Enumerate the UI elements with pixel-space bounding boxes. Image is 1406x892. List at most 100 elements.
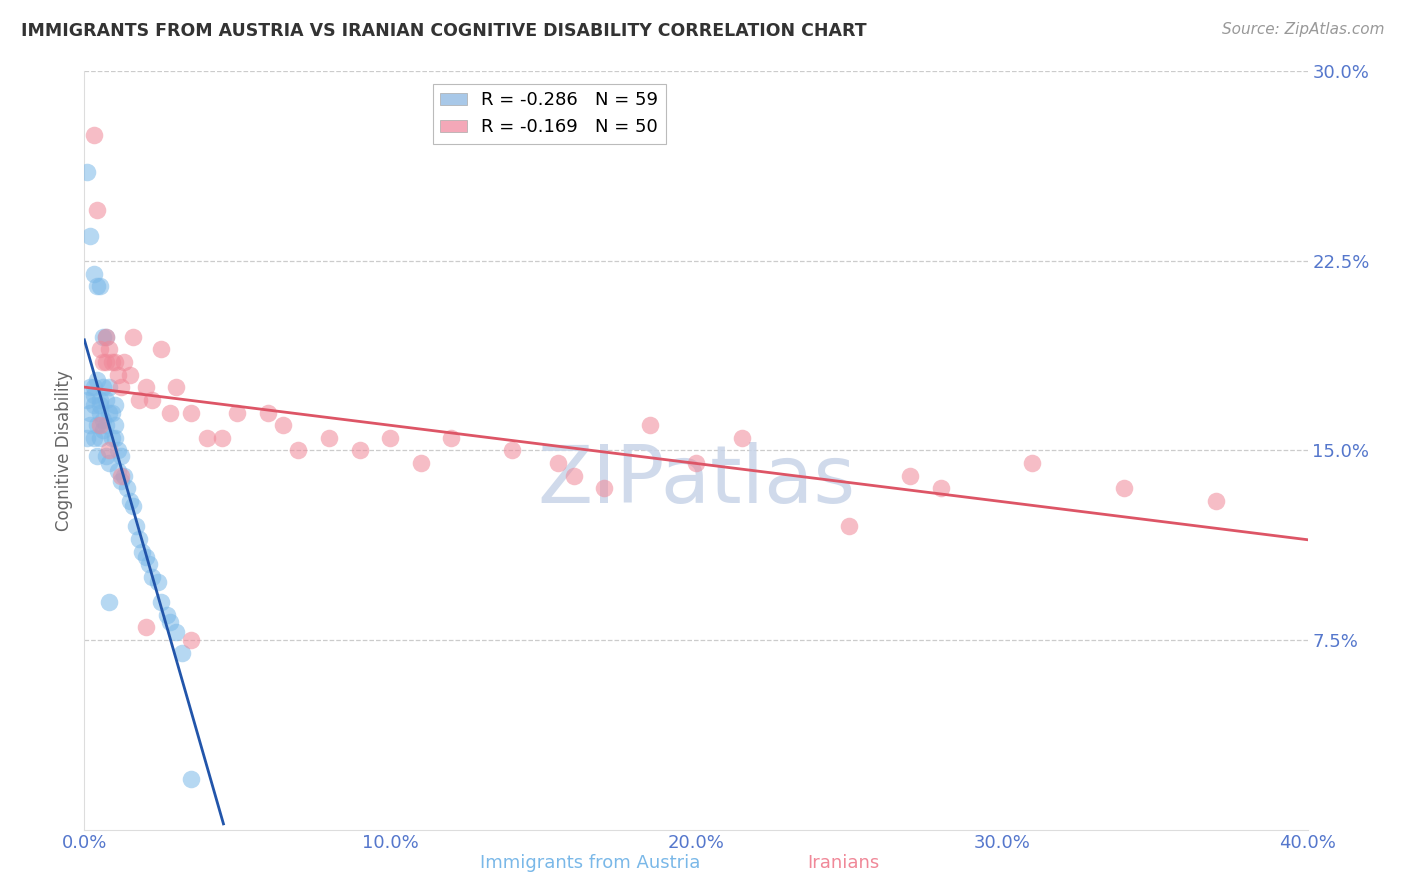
Point (409, 456, 432, 470)
Point (91, 355, 114, 369)
Point (94, 418, 117, 433)
Point (86, 449, 108, 463)
Point (107, 443, 129, 458)
Point (131, 544, 153, 558)
Point (83, 388, 105, 402)
Point (91, 380, 114, 394)
Point (838, 519, 860, 533)
Point (76, 165, 98, 179)
Point (135, 380, 157, 394)
Point (110, 380, 132, 394)
Point (104, 418, 127, 433)
Point (94, 449, 117, 463)
Point (94, 392, 117, 407)
Point (110, 449, 132, 463)
Point (135, 549, 157, 564)
Point (89, 398, 111, 412)
Point (89, 431, 111, 445)
Point (165, 380, 187, 394)
Point (165, 625, 187, 640)
Point (79, 405, 101, 420)
Point (195, 431, 218, 445)
Point (89, 343, 111, 357)
Point (104, 355, 127, 369)
Point (91, 423, 114, 437)
Point (97, 380, 120, 394)
Point (86, 203, 108, 218)
Point (257, 405, 280, 420)
Point (76, 431, 98, 445)
Text: IMMIGRANTS FROM AUSTRIA VS IRANIAN COGNITIVE DISABILITY CORRELATION CHART: IMMIGRANTS FROM AUSTRIA VS IRANIAN COGNI… (21, 22, 866, 40)
Point (122, 499, 145, 513)
Point (101, 355, 124, 369)
Point (380, 431, 402, 445)
Point (83, 398, 105, 412)
Point (211, 431, 233, 445)
Point (101, 405, 124, 420)
Point (172, 646, 194, 660)
Point (180, 405, 202, 420)
Point (115, 482, 138, 496)
Point (79, 228, 101, 243)
Point (91, 330, 114, 344)
Point (125, 519, 148, 533)
Point (128, 392, 150, 407)
Point (1021, 456, 1043, 470)
Point (502, 443, 524, 458)
Text: Immigrants from Austria: Immigrants from Austria (481, 855, 700, 872)
Point (120, 494, 142, 508)
Point (89, 392, 111, 407)
Point (86, 373, 108, 387)
Point (104, 398, 127, 412)
Point (112, 468, 135, 483)
Point (349, 443, 371, 458)
Point (83, 128, 105, 142)
Point (110, 474, 132, 488)
Point (107, 368, 129, 382)
Point (122, 330, 145, 344)
Legend: R = -0.286   N = 59, R = -0.169   N = 50: R = -0.286 N = 59, R = -0.169 N = 50 (433, 84, 665, 144)
Text: Iranians: Iranians (807, 855, 880, 872)
Point (110, 468, 132, 483)
Point (562, 468, 585, 483)
Text: ZIPatlas: ZIPatlas (537, 442, 855, 520)
Point (898, 468, 921, 483)
Point (440, 431, 463, 445)
Point (97, 443, 120, 458)
Point (180, 633, 202, 648)
Point (159, 405, 181, 420)
Point (180, 772, 202, 786)
Point (547, 456, 569, 470)
Point (86, 418, 108, 433)
Point (141, 392, 163, 407)
Point (97, 595, 120, 609)
Point (146, 574, 169, 589)
Point (226, 405, 249, 420)
Point (86, 279, 108, 293)
Point (89, 279, 111, 293)
Point (76, 392, 98, 407)
Point (94, 330, 117, 344)
Point (929, 482, 952, 496)
Point (731, 431, 754, 445)
Point (101, 431, 124, 445)
Point (593, 482, 616, 496)
Point (156, 607, 179, 622)
Point (1114, 482, 1136, 496)
Point (83, 380, 105, 394)
Point (138, 557, 160, 572)
Point (89, 418, 111, 433)
Point (159, 615, 181, 630)
Point (107, 464, 129, 478)
Point (94, 330, 117, 344)
Point (83, 267, 105, 281)
Point (97, 405, 120, 420)
Point (79, 418, 101, 433)
Point (83, 431, 105, 445)
Point (89, 405, 111, 420)
Point (1205, 494, 1227, 508)
Point (91, 413, 114, 427)
Y-axis label: Cognitive Disability: Cognitive Disability (55, 370, 73, 531)
Point (120, 368, 142, 382)
Point (287, 443, 309, 458)
